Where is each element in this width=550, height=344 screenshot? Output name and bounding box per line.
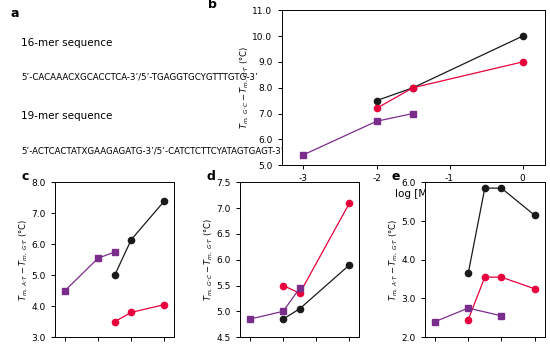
Text: 16-mer sequence: 16-mer sequence bbox=[21, 38, 113, 48]
Text: c: c bbox=[21, 170, 29, 183]
Text: d: d bbox=[207, 170, 216, 183]
Y-axis label: $T_{m,\ A{\cdot}T} - T_{m,\ G{\cdot}T}$ (°C): $T_{m,\ A{\cdot}T} - T_{m,\ G{\cdot}T}$ … bbox=[388, 219, 400, 301]
Text: a: a bbox=[11, 7, 19, 20]
Text: 19-mer sequence: 19-mer sequence bbox=[21, 111, 113, 121]
Y-axis label: $T_{m,\ A{\cdot}T} - T_{m,\ G{\cdot}T}$ (°C): $T_{m,\ A{\cdot}T} - T_{m,\ G{\cdot}T}$ … bbox=[18, 219, 30, 301]
X-axis label: log [M]: log [M] bbox=[395, 189, 431, 199]
Text: e: e bbox=[392, 170, 400, 183]
Text: 5’-ACTCACTATXGAAGAGATG-3’/5’-CATCTCTTCYATAGTGAGT-3’: 5’-ACTCACTATXGAAGAGATG-3’/5’-CATCTCTTCYA… bbox=[21, 147, 284, 155]
Y-axis label: $T_{m,\ G{\cdot}C} - T_{m,\ G{\cdot}T}$ (°C): $T_{m,\ G{\cdot}C} - T_{m,\ G{\cdot}T}$ … bbox=[239, 46, 251, 129]
Y-axis label: $T_{m,\ G{\cdot}C} - T_{m,\ G{\cdot}T}$ (°C): $T_{m,\ G{\cdot}C} - T_{m,\ G{\cdot}T}$ … bbox=[203, 218, 215, 301]
Text: b: b bbox=[208, 0, 217, 11]
Text: 5’-CACAAACXGCACCTCA-3’/5’-TGAGGTGCYGTTTGTG-3’: 5’-CACAAACXGCACCTCA-3’/5’-TGAGGTGCYGTTTG… bbox=[21, 72, 258, 81]
